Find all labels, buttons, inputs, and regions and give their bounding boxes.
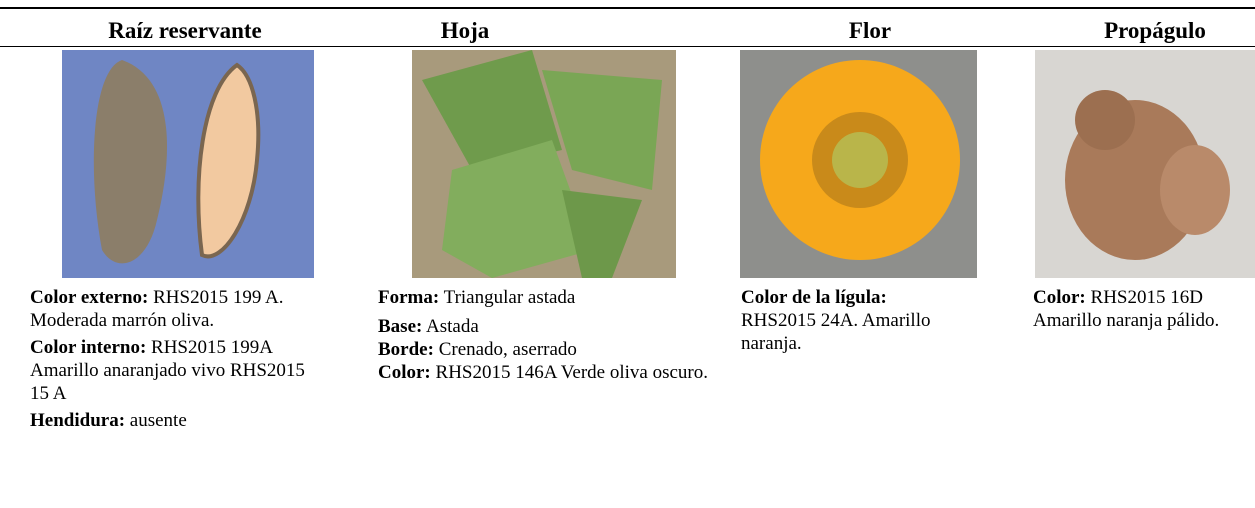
item: Hendidura: ausente [30, 409, 325, 432]
description: Color: RHS2015 16D Amarillo naranja páli… [1033, 286, 1228, 336]
item: Color interno: RHS2015 199A Amarillo ana… [30, 336, 325, 405]
leaf [562, 190, 642, 278]
flower-photo [740, 50, 977, 278]
item: Base: Astada [378, 315, 718, 338]
disc-center [832, 132, 888, 188]
item: Forma: Triangular astada [378, 286, 718, 309]
label: Color: [378, 362, 431, 383]
leaf [442, 140, 592, 278]
label: Borde: [378, 339, 434, 360]
text: ausente [129, 410, 187, 431]
item: Borde: Crenado, aserrado [378, 338, 718, 361]
text: RHS2015 24A. Amarillo naranja. [741, 310, 931, 354]
root-outer [93, 60, 168, 264]
text: RHS2015 199 A. Moderada marrón oliva. [30, 287, 284, 331]
label: Color interno: [30, 337, 147, 358]
description: Color externo: RHS2015 199 A. Moderada m… [30, 286, 325, 436]
text: Crenado, aserrado [438, 339, 577, 360]
root-cut [196, 62, 261, 259]
label: Forma: [378, 287, 440, 308]
item: Color externo: RHS2015 199 A. Moderada m… [30, 286, 325, 332]
tuber [1160, 145, 1230, 235]
root-photo [62, 50, 314, 278]
tuber [1075, 90, 1135, 150]
text: Triangular astada [443, 287, 576, 308]
column-header: Flor [848, 18, 892, 43]
header-rule [0, 46, 1255, 47]
description: Forma: Triangular astada Base: Astada Bo… [378, 286, 718, 384]
leaf [542, 70, 662, 190]
top-rule [0, 7, 1255, 9]
label: Color: [1033, 287, 1086, 308]
text: Astada [426, 316, 479, 337]
label: Color externo: [30, 287, 149, 308]
label: Color de la lígula: [741, 287, 887, 308]
text: RHS2015 16D Amarillo naranja pálido. [1033, 287, 1220, 331]
column-header: Hoja [440, 18, 490, 43]
propagule-photo [1035, 50, 1255, 278]
item: Color de la lígula: RHS2015 24A. Amarill… [741, 286, 931, 355]
item: Color: RHS2015 16D Amarillo naranja páli… [1033, 286, 1228, 332]
label: Hendidura: [30, 410, 126, 431]
leaf-photo [412, 50, 676, 278]
leaf [422, 50, 562, 170]
column-header: Propágulo [1104, 18, 1206, 43]
text: RHS2015 199A Amarillo anaranjado vivo RH… [30, 337, 305, 404]
item: Color: RHS2015 146A Verde oliva oscuro. [378, 361, 718, 384]
text: RHS2015 146A Verde oliva oscuro. [435, 362, 709, 383]
column-header: Raíz reservante [108, 18, 262, 43]
label: Base: [378, 316, 423, 337]
description: Color de la lígula: RHS2015 24A. Amarill… [741, 286, 931, 359]
